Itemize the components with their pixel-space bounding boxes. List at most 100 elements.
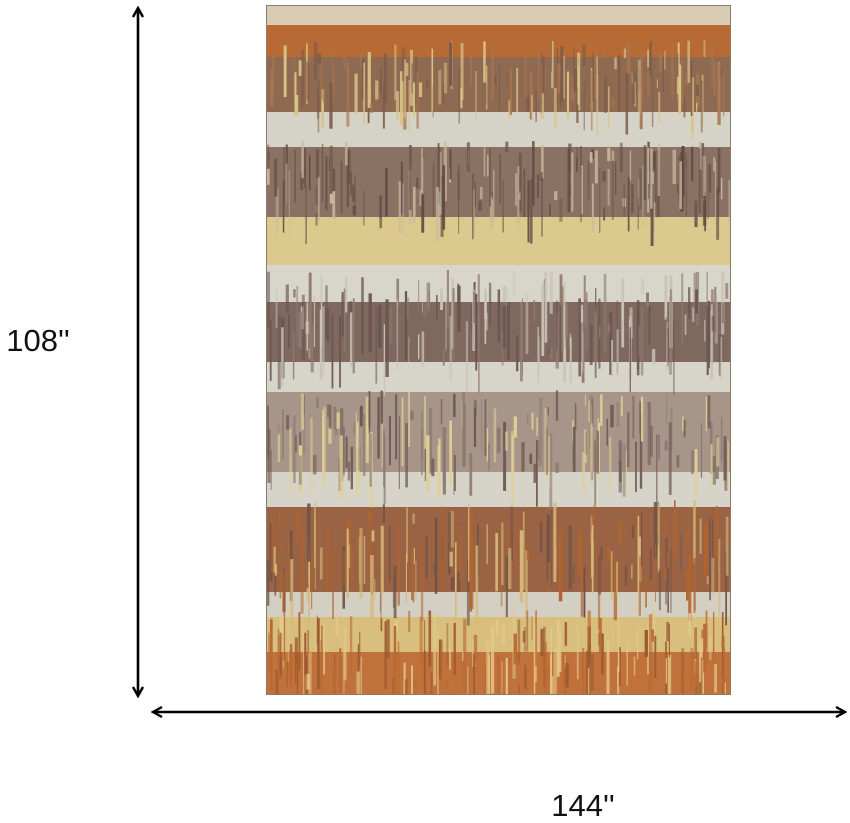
rug-streak [310, 417, 313, 492]
rug-streak [359, 54, 364, 69]
rug-streak [378, 304, 382, 349]
rug-streak [550, 654, 552, 695]
rug-streak [507, 522, 510, 547]
rug-streak [666, 538, 668, 552]
rug-streak [352, 298, 355, 374]
rug-streak [340, 161, 343, 214]
rug-streak [529, 70, 533, 120]
rug-streak [706, 575, 709, 585]
rug-streak [563, 55, 565, 99]
rug-streak [377, 397, 380, 459]
rug-streak [580, 529, 582, 587]
rug-streak [433, 612, 437, 686]
rug-streak [678, 155, 681, 202]
rug-streak [631, 564, 633, 579]
rug-streak [716, 437, 720, 467]
rug-streak [714, 664, 717, 693]
rug-streak [432, 85, 434, 118]
rug-streak [306, 588, 309, 602]
rug-streak [406, 507, 408, 563]
rug-streak [518, 515, 520, 548]
rug-streak [323, 406, 326, 478]
rug-streak [587, 626, 591, 695]
rug-streak [397, 641, 400, 695]
rug-streak [350, 312, 353, 368]
rug-streak [356, 525, 358, 555]
rug-streak [335, 409, 338, 436]
rug-streak [644, 630, 648, 657]
rug-streak [308, 155, 311, 190]
rug-streak [439, 151, 442, 215]
rug-streak [279, 615, 284, 633]
rug-streak [624, 565, 628, 586]
rug-streak [536, 440, 538, 507]
rug-streak [617, 666, 620, 695]
rug-streak [721, 302, 724, 324]
rug-streak [505, 657, 508, 695]
rug-streak [588, 663, 592, 695]
rug-streak [656, 434, 658, 508]
rug-streak [332, 47, 334, 102]
rug-streak [288, 314, 290, 349]
rug-streak [582, 452, 586, 493]
rug-streak [317, 176, 320, 222]
rug-streak [428, 407, 433, 474]
rug-streak [658, 570, 661, 611]
rug-streak [675, 511, 678, 559]
rug-streak [725, 283, 729, 299]
rug-streak [308, 652, 312, 695]
rug-streak [691, 450, 694, 474]
rug-streak [305, 61, 309, 102]
rug-streak [409, 145, 412, 210]
rug-streak [648, 682, 650, 692]
rug-streak [431, 48, 434, 112]
rug-streak [594, 440, 597, 506]
rug-streak [339, 648, 342, 695]
rug-streak [489, 148, 491, 207]
rug-streak [565, 663, 569, 688]
rug-streak [325, 285, 328, 339]
rug-streak [277, 315, 281, 390]
rug-streak [702, 155, 706, 196]
rug-streak [425, 536, 428, 579]
rug-streak [442, 349, 445, 366]
rug-streak [648, 304, 651, 346]
rug-streak [631, 184, 634, 214]
rug-streak [611, 340, 613, 377]
rug-streak [591, 183, 594, 232]
rug-stripe [266, 472, 731, 507]
rug-streak [651, 611, 655, 642]
rug-streak [415, 560, 417, 598]
rug-streak [610, 551, 613, 601]
rug-streak [560, 75, 562, 109]
rug-streak [555, 390, 559, 421]
rug-streak [638, 556, 641, 616]
rug-streak [306, 302, 308, 351]
rug-streak [623, 48, 626, 59]
rug-streak [321, 143, 324, 202]
rug-streak [308, 46, 311, 65]
rug-streak [607, 169, 610, 206]
rug-streak [473, 291, 475, 324]
rug-streak [685, 152, 687, 168]
rug-streak [533, 463, 537, 483]
rug-streak [711, 43, 714, 87]
rug-streak [651, 629, 654, 642]
rug-streak [277, 628, 280, 667]
rug-streak [426, 282, 431, 312]
rug-streak [467, 665, 469, 695]
rug-streak [346, 153, 349, 208]
rug-streak [278, 511, 282, 526]
rug-streak [321, 306, 325, 377]
rug-streak [497, 655, 500, 695]
rug-streak [629, 150, 632, 181]
rug-streak [347, 149, 351, 184]
rug-streak [673, 321, 675, 396]
rug-streak [286, 415, 290, 430]
rug-streak [650, 425, 653, 457]
rug-streak [434, 517, 438, 594]
rug-streak [495, 619, 499, 636]
rug-streak [668, 422, 672, 495]
rug-streak [322, 410, 324, 480]
rug-streak [468, 503, 470, 582]
